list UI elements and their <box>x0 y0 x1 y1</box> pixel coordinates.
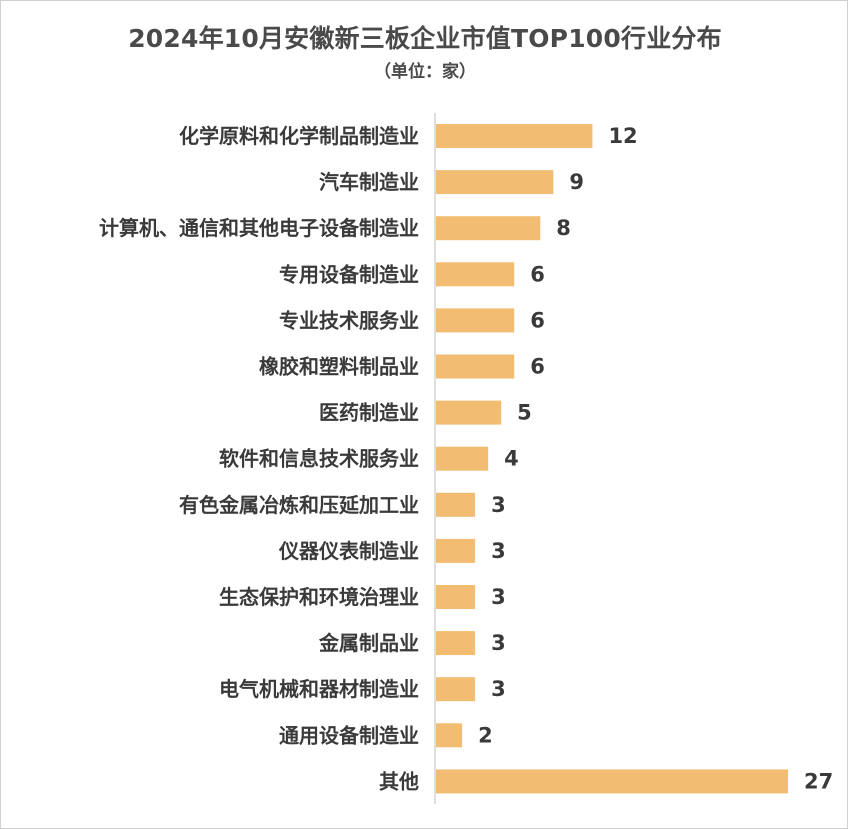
data-label: 3 <box>491 493 506 517</box>
category-label: 汽车制造业 <box>319 170 419 194</box>
data-label: 8 <box>556 216 571 240</box>
category-label: 其他 <box>379 769 419 793</box>
category-label: 专业技术服务业 <box>279 308 419 332</box>
category-label: 通用设备制造业 <box>279 723 419 747</box>
data-label: 12 <box>608 124 637 148</box>
data-label: 6 <box>530 308 545 332</box>
data-label: 6 <box>530 262 545 286</box>
bar <box>436 492 476 517</box>
category-label: 金属制品业 <box>318 631 419 655</box>
data-label: 4 <box>504 447 519 471</box>
bar <box>436 170 554 195</box>
bar <box>436 538 476 563</box>
category-label: 化学原料和化学制品制造业 <box>179 124 419 148</box>
category-label: 有色金属冶炼和压延加工业 <box>179 493 419 517</box>
bar <box>436 262 515 287</box>
bar <box>436 585 476 609</box>
category-label: 专用设备制造业 <box>279 262 419 286</box>
data-label: 3 <box>491 585 506 609</box>
data-label: 27 <box>804 769 833 793</box>
data-label: 3 <box>491 539 506 563</box>
data-label: 5 <box>517 401 532 425</box>
bar <box>436 631 476 656</box>
bar <box>436 400 502 425</box>
category-label: 计算机、通信和其他电子设备制造业 <box>99 216 419 240</box>
category-label: 仪器仪表制造业 <box>278 539 419 563</box>
category-label: 生态保护和环境治理业 <box>219 585 419 609</box>
bar <box>436 446 489 471</box>
chart-title: 2024年10月安徽新三板企业市值TOP100行业分布 <box>128 24 722 53</box>
data-label: 6 <box>530 355 545 379</box>
category-label: 橡胶和塑料制品业 <box>259 355 419 379</box>
data-label: 9 <box>569 170 584 194</box>
bar <box>436 216 541 241</box>
bar <box>436 308 515 333</box>
category-label: 软件和信息技术服务业 <box>219 447 419 471</box>
chart-subtitle: （单位：家） <box>374 62 476 82</box>
bars-group: 化学原料和化学制品制造业 12 汽车制造业 9 计算机、通信和其他电子设备制造业 8 专用设… <box>99 124 833 794</box>
bar <box>436 677 476 702</box>
data-label: 3 <box>491 631 506 655</box>
bar <box>436 354 515 379</box>
data-label: 3 <box>491 677 506 701</box>
category-label: 医药制造业 <box>319 401 419 425</box>
bar <box>436 723 463 748</box>
bar <box>436 769 788 794</box>
bar <box>436 124 593 148</box>
category-label: 电气机械和器材制造业 <box>219 677 419 701</box>
data-label: 2 <box>478 723 493 747</box>
